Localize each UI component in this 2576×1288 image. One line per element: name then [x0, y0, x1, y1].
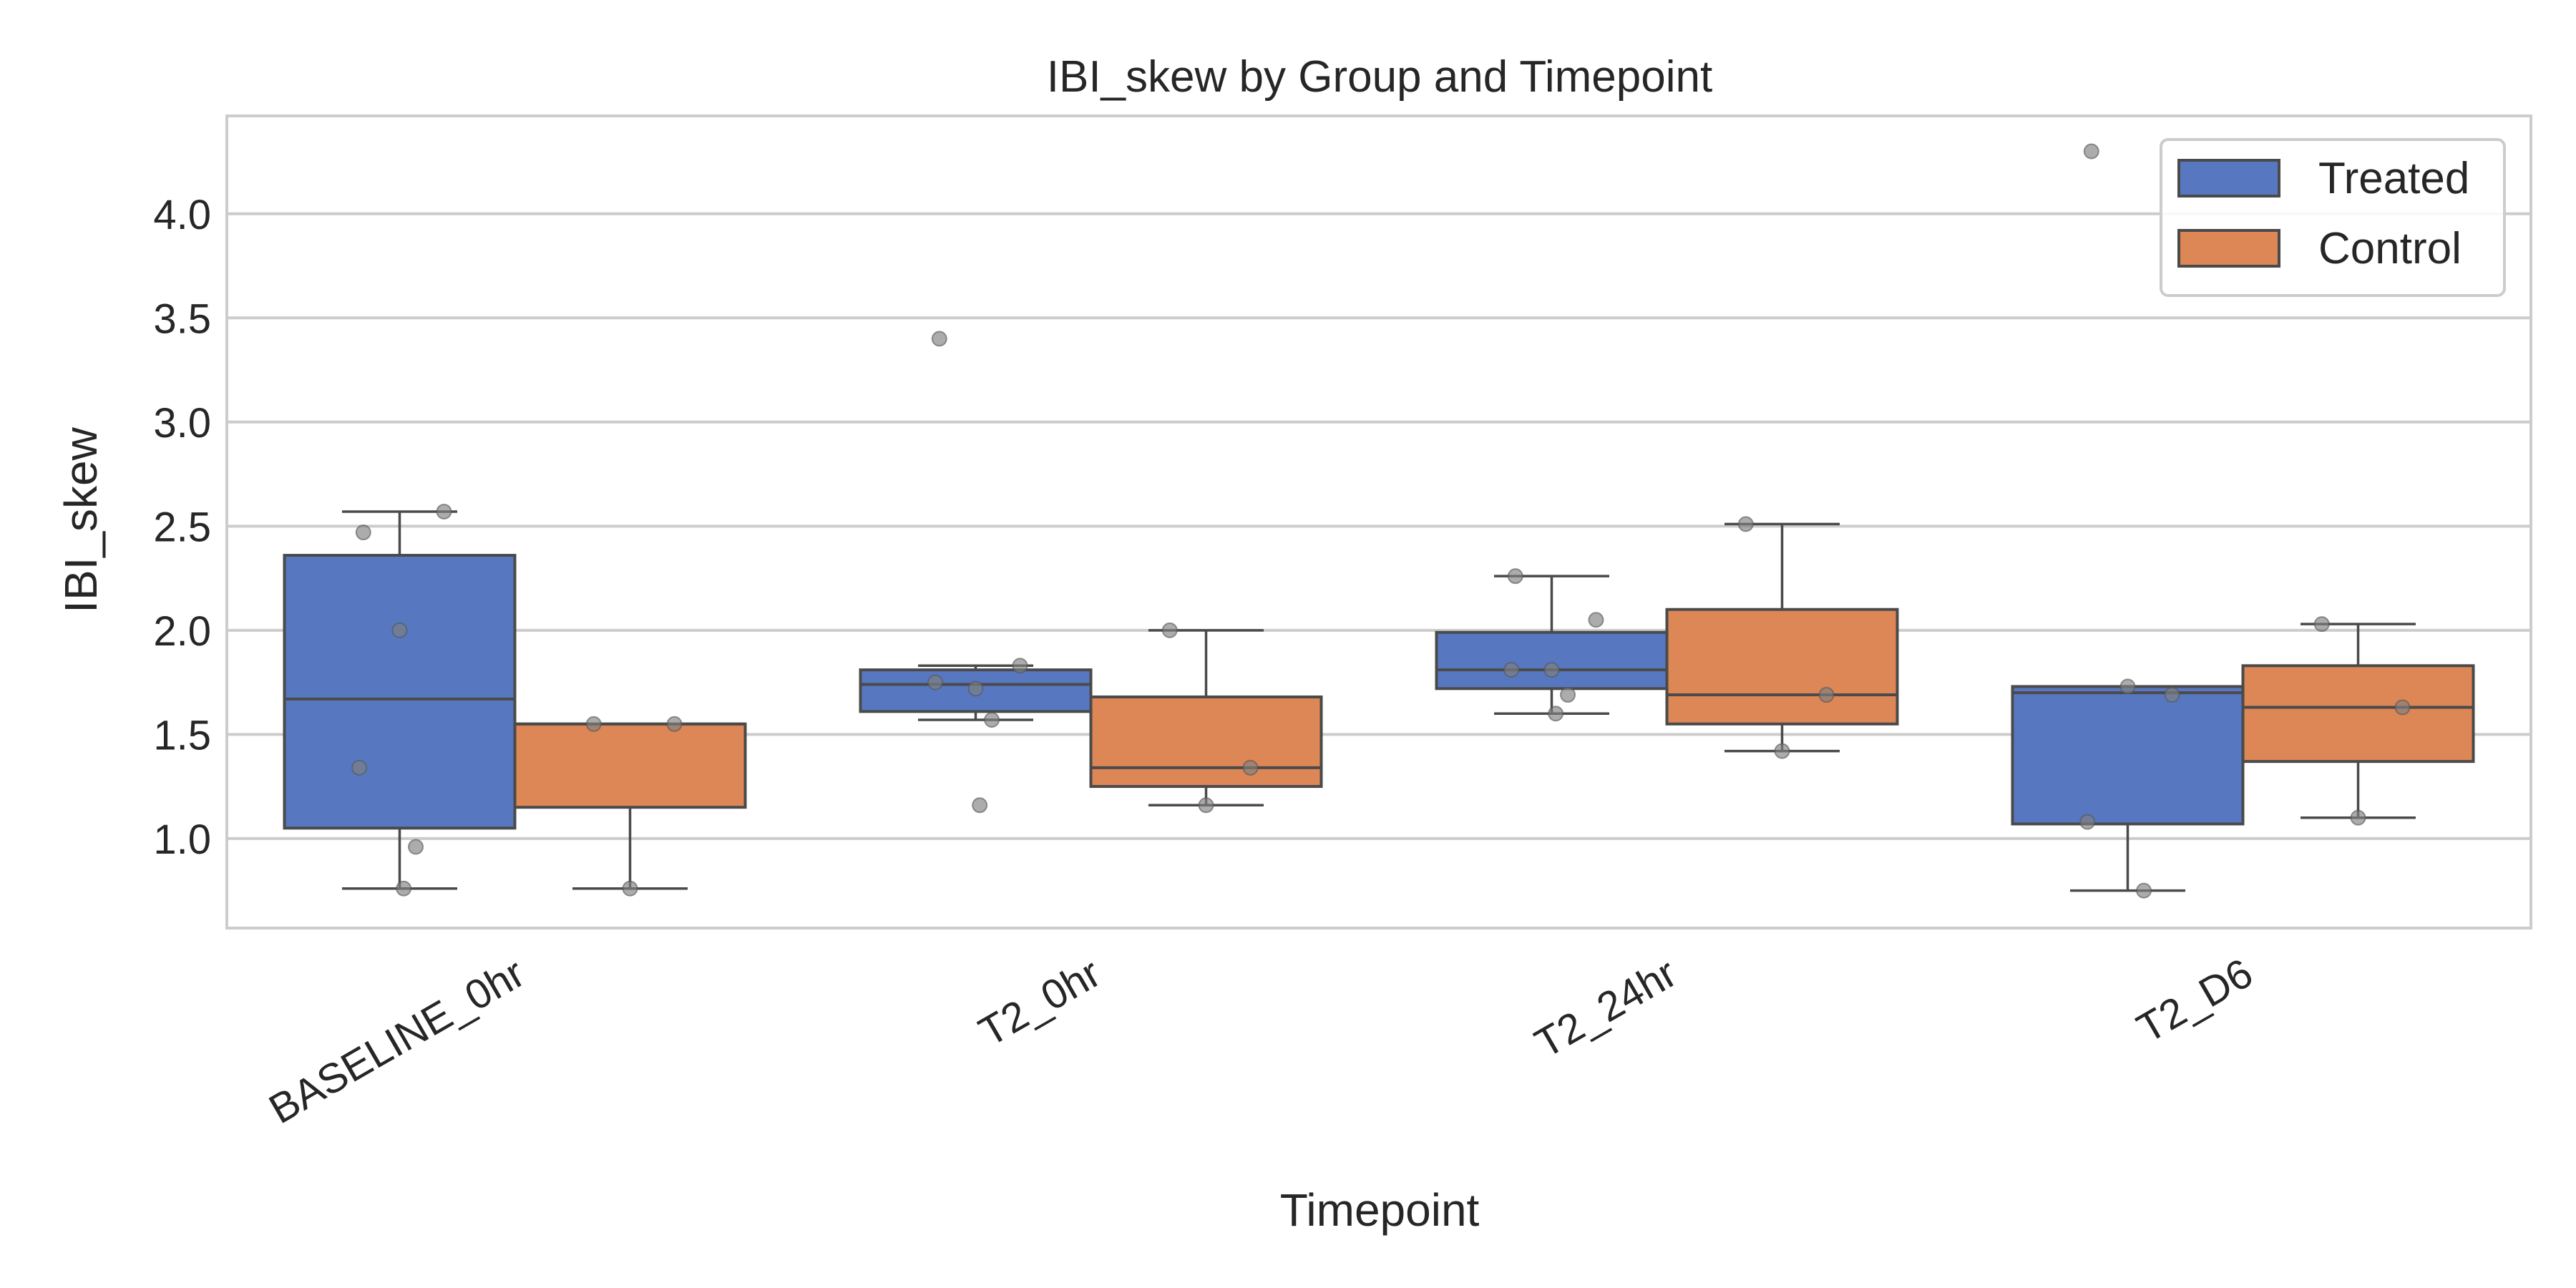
data-point — [1737, 516, 1754, 532]
chart-title: IBI_skew by Group and Timepoint — [1047, 52, 1712, 102]
legend-label-treated: Treated — [2318, 154, 2469, 203]
data-point — [1507, 568, 1523, 585]
box-treated — [2011, 685, 2245, 826]
y-tick-label: 4.0 — [153, 192, 211, 238]
data-point — [2083, 143, 2099, 160]
data-point — [2136, 882, 2152, 899]
data-point — [2164, 687, 2180, 703]
data-point — [355, 525, 371, 541]
data-point — [436, 503, 452, 519]
data-point — [927, 674, 944, 691]
data-point — [967, 680, 984, 697]
data-point — [396, 880, 412, 897]
data-point — [984, 711, 1000, 728]
y-tick-label: 3.5 — [153, 296, 211, 342]
data-point — [2394, 699, 2411, 716]
data-point — [1543, 662, 1560, 678]
data-point — [1503, 662, 1520, 678]
box-treated — [1435, 630, 1669, 691]
y-tick-label: 3.0 — [153, 400, 211, 447]
box-control — [1089, 695, 1323, 789]
y-tick-label: 2.5 — [153, 504, 211, 550]
legend-swatch-treated — [2177, 159, 2280, 197]
data-point — [622, 880, 638, 897]
data-point — [1242, 759, 1259, 776]
data-point — [972, 797, 988, 814]
data-point — [1161, 622, 1178, 638]
data-point — [1774, 743, 1790, 759]
data-point — [1560, 687, 1576, 703]
data-point — [931, 331, 947, 347]
data-point — [1588, 612, 1604, 628]
data-point — [666, 716, 683, 732]
legend-swatch-control — [2177, 229, 2280, 268]
data-point — [2350, 809, 2366, 826]
box-control — [2241, 664, 2475, 763]
y-tick-label: 1.0 — [153, 816, 211, 863]
data-point — [1818, 687, 1835, 703]
data-point — [391, 622, 408, 638]
y-tick-label: 2.0 — [153, 608, 211, 655]
box-control — [1665, 608, 1899, 726]
data-point — [2119, 678, 2136, 695]
y-tick-label: 1.5 — [153, 712, 211, 758]
y-axis-ticks: 1.0 1.5 2.0 2.5 3.0 3.5 4.0 — [153, 192, 211, 863]
box-treated — [283, 554, 517, 830]
data-point — [585, 716, 602, 732]
legend-label-control: Control — [2318, 224, 2462, 273]
data-point — [408, 839, 424, 855]
data-point — [2079, 814, 2096, 830]
data-point — [1548, 706, 1564, 722]
data-point — [1012, 658, 1028, 674]
y-axis-label: IBI_skew — [55, 426, 107, 613]
box-control — [513, 722, 747, 809]
data-points — [351, 143, 2411, 899]
plot-frame — [225, 114, 2532, 930]
legend: Treated Control — [2160, 138, 2506, 297]
data-point — [2313, 616, 2330, 633]
x-axis-label: Timepoint — [1280, 1184, 1480, 1236]
box-elements — [283, 510, 2475, 892]
data-point — [351, 759, 368, 776]
data-point — [1198, 797, 1214, 814]
